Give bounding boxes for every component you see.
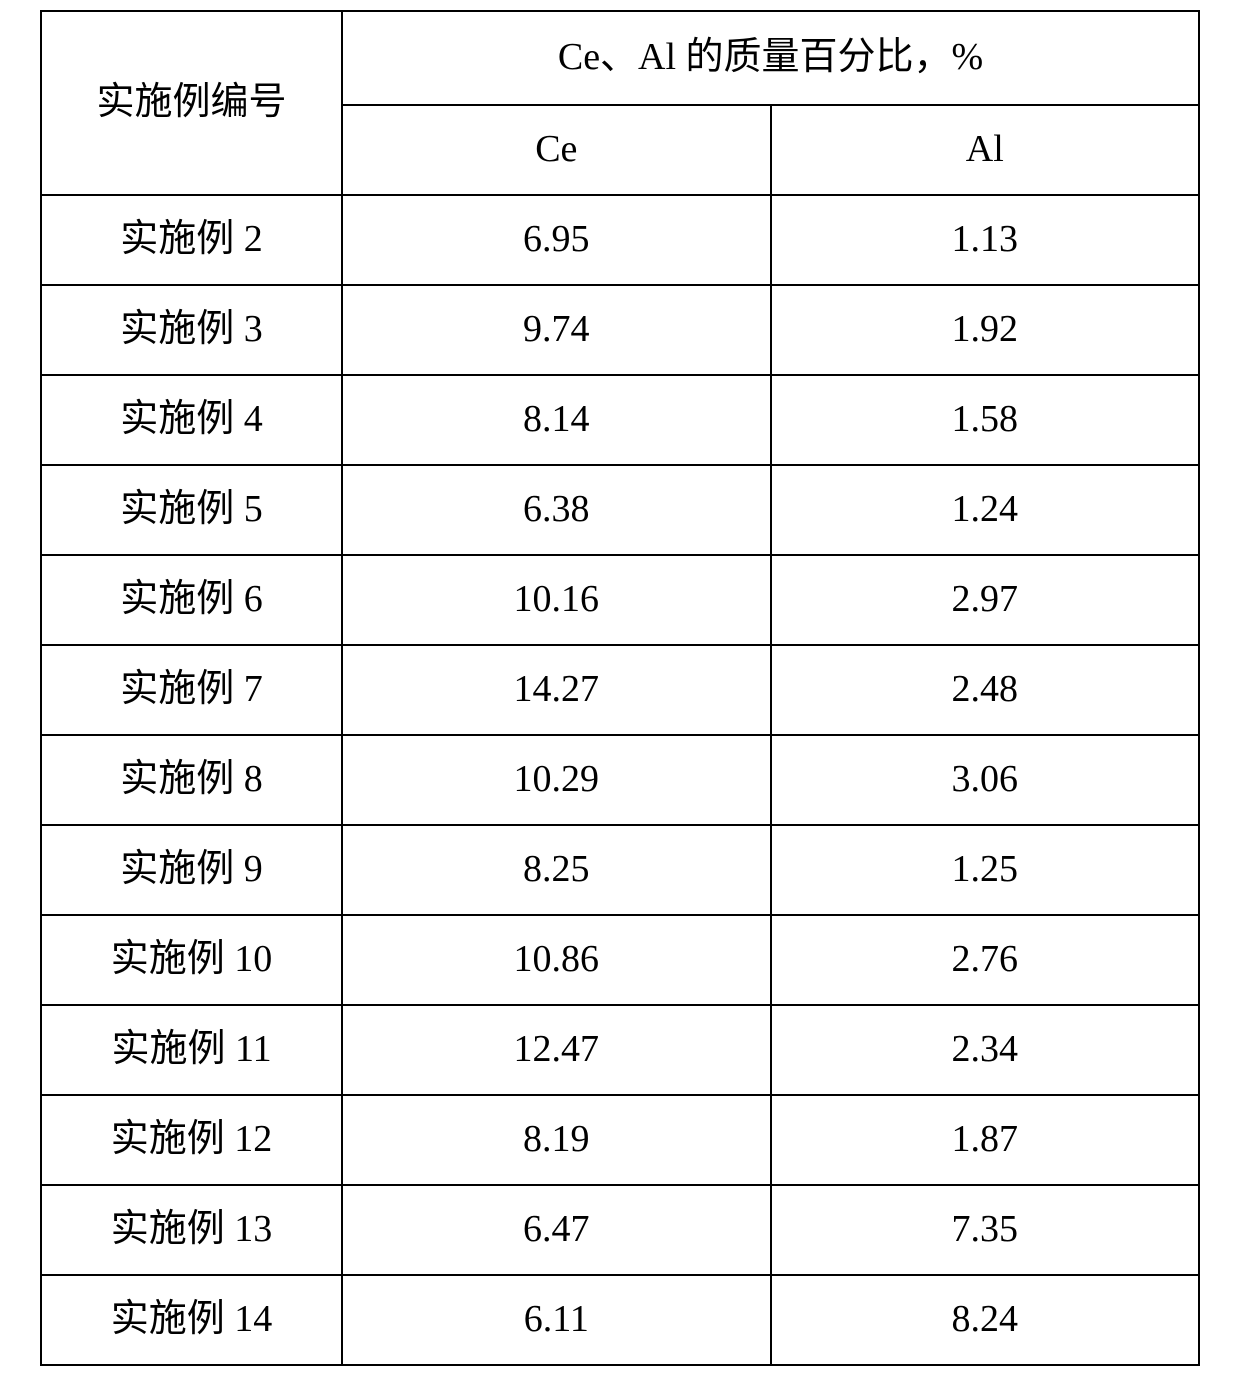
cell-al: 2.48 <box>771 645 1199 735</box>
table-row: 实施例 8 10.29 3.06 <box>41 735 1199 825</box>
table-body: 实施例 2 6.95 1.13 实施例 3 9.74 1.92 实施例 4 8.… <box>41 195 1199 1365</box>
cell-ce: 14.27 <box>342 645 770 735</box>
cell-label: 实施例 9 <box>41 825 342 915</box>
page: 实施例编号 Ce、Al 的质量百分比，% Ce Al 实施例 2 6.95 1.… <box>0 0 1240 1396</box>
cell-ce: 9.74 <box>342 285 770 375</box>
cell-ce: 10.16 <box>342 555 770 645</box>
cell-ce: 6.11 <box>342 1275 770 1365</box>
cell-ce: 10.86 <box>342 915 770 1005</box>
cell-ce: 8.14 <box>342 375 770 465</box>
table-row: 实施例 7 14.27 2.48 <box>41 645 1199 735</box>
table-row: 实施例 6 10.16 2.97 <box>41 555 1199 645</box>
cell-al: 1.25 <box>771 825 1199 915</box>
cell-ce: 12.47 <box>342 1005 770 1095</box>
table-row: 实施例 12 8.19 1.87 <box>41 1095 1199 1185</box>
header-al: Al <box>771 105 1199 195</box>
cell-al: 1.24 <box>771 465 1199 555</box>
cell-al: 2.34 <box>771 1005 1199 1095</box>
cell-label: 实施例 3 <box>41 285 342 375</box>
header-row-label: 实施例编号 <box>41 11 342 195</box>
table-row: 实施例 2 6.95 1.13 <box>41 195 1199 285</box>
cell-al: 8.24 <box>771 1275 1199 1365</box>
table-header: 实施例编号 Ce、Al 的质量百分比，% Ce Al <box>41 11 1199 195</box>
header-group-label: Ce、Al 的质量百分比，% <box>342 11 1199 105</box>
cell-label: 实施例 4 <box>41 375 342 465</box>
cell-al: 7.35 <box>771 1185 1199 1275</box>
cell-label: 实施例 14 <box>41 1275 342 1365</box>
table-row: 实施例 4 8.14 1.58 <box>41 375 1199 465</box>
cell-label: 实施例 11 <box>41 1005 342 1095</box>
cell-al: 1.92 <box>771 285 1199 375</box>
cell-al: 2.76 <box>771 915 1199 1005</box>
table-row: 实施例 13 6.47 7.35 <box>41 1185 1199 1275</box>
cell-label: 实施例 12 <box>41 1095 342 1185</box>
cell-ce: 6.47 <box>342 1185 770 1275</box>
cell-label: 实施例 5 <box>41 465 342 555</box>
cell-label: 实施例 10 <box>41 915 342 1005</box>
table-row: 实施例 14 6.11 8.24 <box>41 1275 1199 1365</box>
cell-label: 实施例 2 <box>41 195 342 285</box>
composition-table: 实施例编号 Ce、Al 的质量百分比，% Ce Al 实施例 2 6.95 1.… <box>40 10 1200 1366</box>
table-row: 实施例 10 10.86 2.76 <box>41 915 1199 1005</box>
cell-label: 实施例 13 <box>41 1185 342 1275</box>
cell-al: 1.13 <box>771 195 1199 285</box>
cell-label: 实施例 8 <box>41 735 342 825</box>
header-ce: Ce <box>342 105 770 195</box>
cell-ce: 6.38 <box>342 465 770 555</box>
table-row: 实施例 3 9.74 1.92 <box>41 285 1199 375</box>
table-header-row-1: 实施例编号 Ce、Al 的质量百分比，% <box>41 11 1199 105</box>
cell-al: 3.06 <box>771 735 1199 825</box>
cell-label: 实施例 7 <box>41 645 342 735</box>
cell-ce: 6.95 <box>342 195 770 285</box>
cell-label: 实施例 6 <box>41 555 342 645</box>
cell-al: 1.58 <box>771 375 1199 465</box>
table-row: 实施例 11 12.47 2.34 <box>41 1005 1199 1095</box>
table-row: 实施例 5 6.38 1.24 <box>41 465 1199 555</box>
cell-al: 2.97 <box>771 555 1199 645</box>
cell-ce: 8.25 <box>342 825 770 915</box>
cell-ce: 10.29 <box>342 735 770 825</box>
cell-ce: 8.19 <box>342 1095 770 1185</box>
table-row: 实施例 9 8.25 1.25 <box>41 825 1199 915</box>
cell-al: 1.87 <box>771 1095 1199 1185</box>
